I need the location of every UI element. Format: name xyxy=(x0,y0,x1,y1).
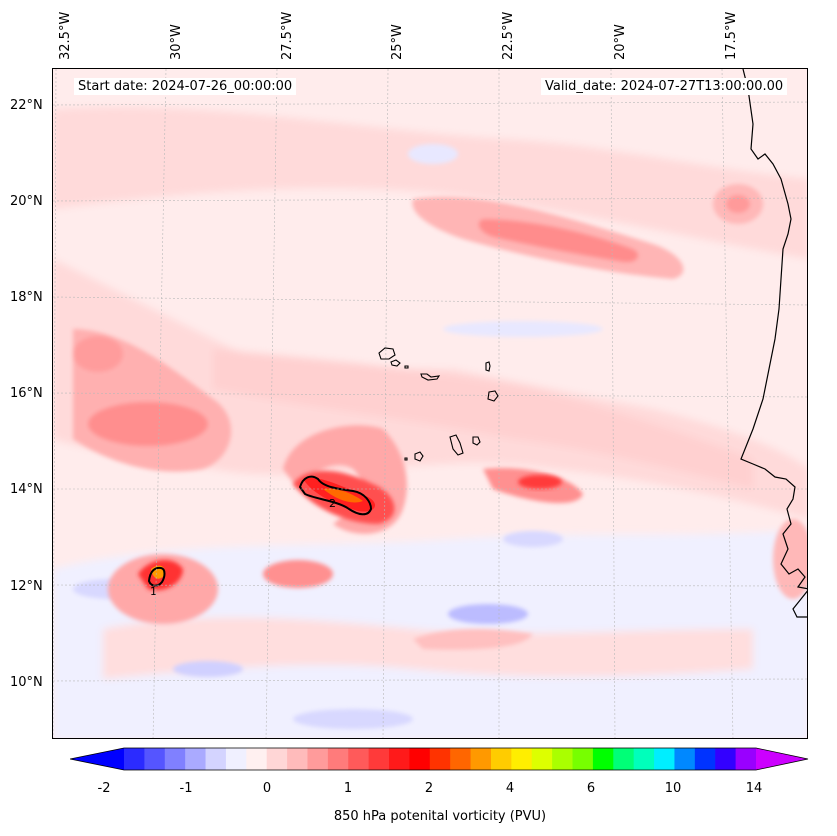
lat-label-22n: 22°N xyxy=(10,98,43,113)
island-brava xyxy=(404,457,408,461)
island-boa-vista xyxy=(487,390,499,402)
colorbar-segment xyxy=(164,748,186,770)
colorbar-segment xyxy=(185,748,207,770)
colorbar-segment xyxy=(205,748,227,770)
lon-label-25w: 25°W xyxy=(390,24,405,60)
colorbar-segment xyxy=(613,748,635,770)
colorbar-segment xyxy=(348,748,370,770)
cb-tick-0: 0 xyxy=(262,781,272,796)
lat-label-16n: 16°N xyxy=(10,386,43,401)
west-blob-core xyxy=(88,402,208,446)
island-sao-nicolau xyxy=(420,373,441,381)
colorbar-segment xyxy=(327,748,349,770)
broad-pv-bands xyxy=(53,106,807,738)
lat-label-18n: 18°N xyxy=(10,290,43,305)
colorbar-segment xyxy=(246,748,268,770)
cb-tick-4: 4 xyxy=(505,781,515,796)
contour-label-1: 1 xyxy=(150,585,157,598)
colorbar-extend-max xyxy=(756,748,808,770)
lon-label-27-5w: 27.5°W xyxy=(280,11,295,60)
cb-tick-2: 2 xyxy=(424,781,434,796)
colorbar-segment xyxy=(592,748,614,770)
africa-coastline xyxy=(740,69,807,618)
cb-tick-neg2: -2 xyxy=(97,781,111,796)
west-blob-core2 xyxy=(73,336,123,372)
colorbar-label: 850 hPa potenital vorticity (PVU) xyxy=(333,809,547,824)
south-streak xyxy=(263,560,333,588)
colorbar-segment xyxy=(389,748,410,770)
colorbar-outline xyxy=(70,747,809,771)
band-north xyxy=(53,106,807,259)
colorbar xyxy=(70,747,809,771)
contour-label-2: 2 xyxy=(329,497,336,510)
band-mid xyxy=(213,349,753,489)
colorbar-extend-min xyxy=(70,748,124,770)
contour-2pvu xyxy=(298,475,373,516)
colorbar-segment xyxy=(225,748,247,770)
blue-patch-1 xyxy=(448,604,528,624)
colorbar-segment xyxy=(450,748,472,770)
island-santa-luzia xyxy=(404,365,409,369)
island-santo-antao xyxy=(378,347,396,360)
cape-verde-islands xyxy=(378,347,499,462)
colorbar-segment xyxy=(368,748,390,770)
colorbar-segment xyxy=(287,748,308,770)
valid-date-label: Valid_date: 2024-07-27T13:00:00.00 xyxy=(541,78,788,95)
blue-patch-5 xyxy=(408,144,458,164)
north-streak-core xyxy=(478,219,639,263)
cb-tick-1: 1 xyxy=(343,781,353,796)
colorbar-segment xyxy=(429,748,451,770)
colorbar-segment xyxy=(633,748,655,770)
blue-patch-2 xyxy=(173,661,243,677)
lon-label-17-5w: 17.5°W xyxy=(724,11,739,60)
coast-blob xyxy=(773,519,807,599)
blue-patch-6 xyxy=(443,321,603,337)
colorbar-segment xyxy=(490,748,512,770)
lon-label-20w: 20°W xyxy=(613,24,628,60)
ne-blob-core xyxy=(726,195,750,213)
lat-label-12n: 12°N xyxy=(10,579,43,594)
colorbar-segment xyxy=(307,748,329,770)
lon-label-32-5w: 32.5°W xyxy=(58,11,73,60)
cb-tick-14: 14 xyxy=(745,781,763,796)
east-core xyxy=(518,475,562,489)
colorbar-segment xyxy=(144,748,166,770)
colorbar-segment xyxy=(735,748,757,770)
blue-patch-4 xyxy=(503,531,563,547)
colorbar-segment xyxy=(674,748,696,770)
lat-label-10n: 10°N xyxy=(10,675,43,690)
colorbar-segment xyxy=(572,748,594,770)
pv-contours xyxy=(147,475,373,587)
island-sal xyxy=(485,361,491,372)
colorbar-segment xyxy=(715,748,737,770)
island-santiago xyxy=(449,434,464,456)
colorbar-segment xyxy=(511,748,533,770)
island-maio xyxy=(472,436,481,446)
lon-label-30w: 30°W xyxy=(169,24,184,60)
island-sao-vicente xyxy=(390,359,401,367)
island-fogo xyxy=(414,451,424,462)
lat-label-20n: 20°N xyxy=(10,194,43,209)
central-core-hot xyxy=(323,488,363,503)
colorbar-segment xyxy=(654,748,675,770)
colorbar-segment xyxy=(266,748,288,770)
lon-label-22-5w: 22.5°W xyxy=(501,11,516,60)
colorbar-segment xyxy=(531,748,553,770)
map-panel: 2 1 xyxy=(52,68,808,739)
start-date-label: Start date: 2024-07-26_00:00:00 xyxy=(74,78,297,95)
contour-1pvu xyxy=(147,566,166,587)
cb-tick-6: 6 xyxy=(586,781,596,796)
colorbar-segment xyxy=(694,748,716,770)
colorbar-segment xyxy=(470,748,492,770)
colorbar-segment xyxy=(409,748,431,770)
cb-tick-neg1: -1 xyxy=(179,781,193,796)
lat-label-14n: 14°N xyxy=(10,482,43,497)
colorbar-segment xyxy=(552,748,574,770)
blue-patch-3 xyxy=(293,709,413,729)
cb-tick-10: 10 xyxy=(664,781,682,796)
colorbar-segment xyxy=(124,748,145,770)
medium-pv-features xyxy=(73,184,807,650)
se-streak xyxy=(413,629,533,650)
pv-field-map: 2 1 xyxy=(53,69,807,738)
